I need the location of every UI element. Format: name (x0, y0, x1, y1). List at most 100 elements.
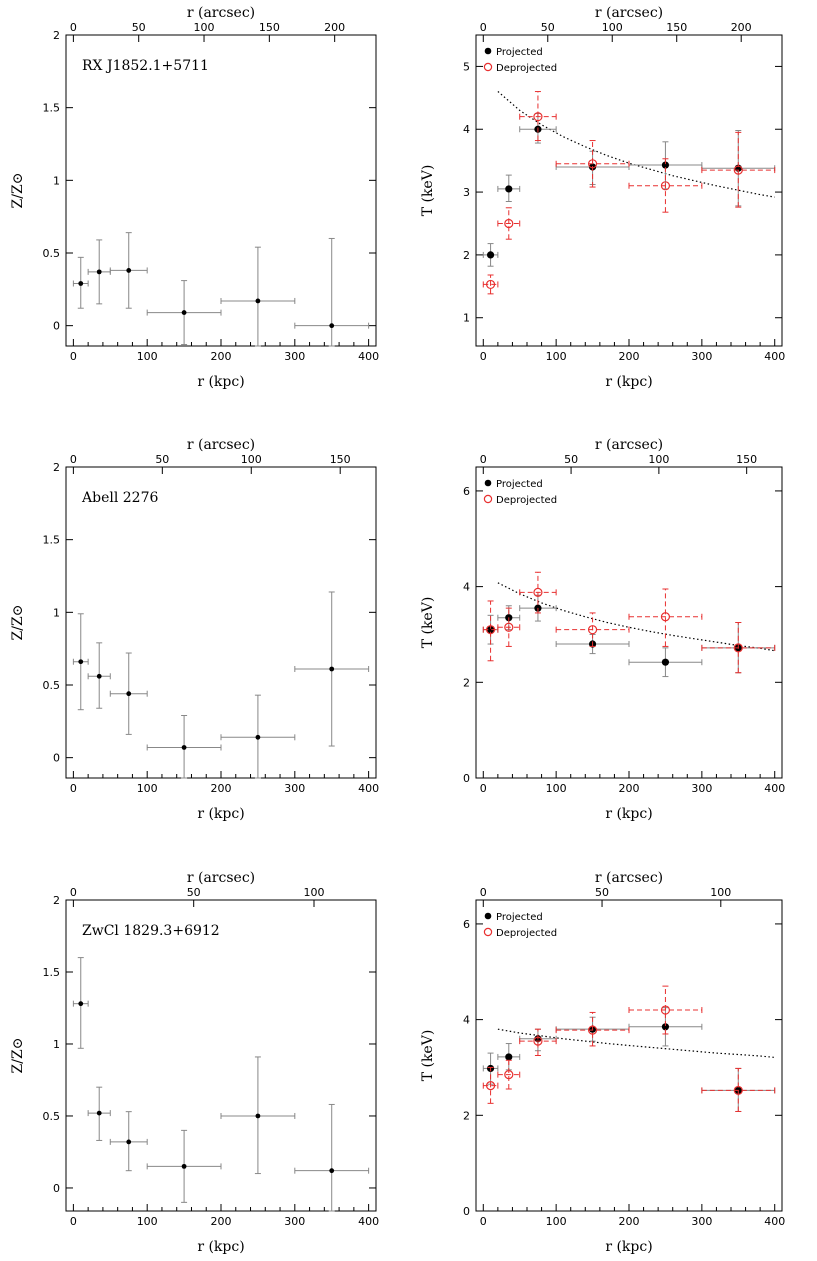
y-axis-label: T (keV) (420, 1030, 436, 1082)
y-tick-label: 4 (463, 1014, 470, 1027)
y-tick-label: 0 (463, 1205, 470, 1218)
y-axis-label: Z/Z⊙ (10, 1038, 26, 1074)
x-tick-label: 100 (137, 782, 158, 795)
y-axis-label: T (keV) (420, 165, 436, 217)
x2-axis-label: r (arcsec) (595, 870, 663, 886)
data-point (660, 181, 671, 191)
y-tick-label: 0.5 (43, 247, 61, 260)
panel-t-1: 0 100 200 300 400 0 50 100 150 0 2 4 6 r (kpc) r (arcs… (420, 437, 785, 822)
data-point (504, 1070, 514, 1080)
y-tick-label: 1 (463, 312, 470, 325)
x2-tick-label: 50 (595, 886, 609, 899)
x-axis-label: r (kpc) (605, 1239, 652, 1255)
panel-z-0: 0 100 200 300 400 0 50 100 150 200 0 0.5 1 1.5 2 r (kpc… (10, 5, 379, 390)
x2-tick-label: 0 (70, 886, 77, 899)
legend-deprojected-marker (483, 62, 493, 72)
data-point (587, 159, 598, 169)
y-tick-label: 6 (463, 485, 470, 498)
x2-tick-label: 200 (731, 21, 752, 34)
data-point (126, 268, 132, 273)
cluster-name: ZwCl 1829.3+6912 (82, 923, 220, 939)
y-tick-label: 0.5 (43, 679, 61, 692)
x2-tick-label: 0 (480, 21, 487, 34)
x-tick-label: 400 (358, 350, 379, 363)
x-tick-label: 0 (70, 350, 77, 363)
legend-deprojected-label: Deprojected (496, 63, 557, 74)
y-tick-label: 0.5 (43, 1110, 61, 1123)
x-tick-label: 300 (284, 1215, 305, 1228)
y-tick-label: 2 (53, 894, 60, 907)
data-point (661, 161, 670, 169)
panel-t-0: 0 100 200 300 400 0 50 100 150 200 1 2 3 4 5 r (kpc) r (… (420, 5, 785, 390)
y-tick-label: 1.5 (43, 534, 61, 547)
x-tick-label: 0 (70, 1215, 77, 1228)
data-point (661, 658, 670, 666)
y-tick-label: 0 (53, 752, 60, 765)
cluster-name: Abell 2276 (81, 490, 158, 506)
data-point (485, 279, 496, 290)
x-tick-label: 200 (619, 782, 640, 795)
model-curve (497, 582, 775, 652)
data-point (78, 659, 84, 665)
x-tick-label: 0 (480, 1215, 487, 1228)
series-metallicity (72, 591, 370, 779)
model-curve (497, 91, 775, 198)
x2-tick-label: 50 (155, 453, 169, 466)
y-axis-label: Z/Z⊙ (10, 605, 26, 641)
y-tick-label: 0 (463, 772, 470, 785)
y-tick-label: 1 (53, 1038, 60, 1051)
data-point (533, 587, 543, 597)
data-point (486, 626, 495, 634)
legend-projected-marker (484, 47, 492, 55)
x2-tick-label: 200 (324, 21, 345, 34)
x-tick-label: 400 (764, 1215, 785, 1228)
data-point (329, 666, 335, 672)
legend-projected-label: Projected (496, 47, 543, 58)
x-tick-label: 200 (211, 1215, 232, 1228)
data-point (587, 625, 598, 635)
x-tick-label: 0 (70, 782, 77, 795)
series-metallicity (72, 957, 370, 1212)
x-tick-label: 100 (546, 782, 567, 795)
x2-tick-label: 50 (187, 886, 201, 899)
series-projected (482, 1007, 776, 1112)
y-tick-label: 1.5 (43, 966, 61, 979)
x2-tick-label: 150 (666, 21, 687, 34)
data-point (78, 281, 84, 286)
cluster-name: RX J1852.1+5711 (82, 58, 209, 74)
x2-tick-label: 0 (480, 453, 487, 466)
x-tick-label: 300 (284, 350, 305, 363)
x2-tick-label: 100 (304, 886, 325, 899)
data-point (181, 745, 187, 750)
data-point (126, 1139, 132, 1145)
x2-tick-label: 50 (564, 453, 578, 466)
data-point (329, 1168, 335, 1174)
data-point (505, 185, 513, 193)
plot-frame (475, 899, 783, 1212)
y-tick-label: 2 (463, 249, 470, 262)
data-point (255, 734, 261, 740)
x2-tick-label: 100 (241, 453, 262, 466)
y-tick-label: 4 (463, 581, 470, 594)
y-tick-label: 1 (53, 606, 60, 619)
legend-deprojected-marker (483, 927, 493, 937)
x2-tick-label: 0 (70, 453, 77, 466)
x-axis-label: r (kpc) (197, 1239, 244, 1255)
x2-axis-label: r (arcsec) (187, 5, 255, 21)
data-point (255, 1113, 261, 1119)
data-point (96, 269, 102, 275)
data-point (660, 1005, 671, 1015)
data-point (733, 165, 743, 175)
x2-tick-label: 0 (70, 21, 77, 34)
data-point (505, 1053, 513, 1061)
legend-projected-marker (484, 912, 492, 920)
data-point (96, 673, 102, 679)
data-point (181, 310, 187, 315)
legend-deprojected-label: Deprojected (496, 928, 557, 939)
y-tick-label: 2 (53, 461, 60, 474)
data-point (255, 298, 261, 304)
y-tick-label: 2 (463, 676, 470, 689)
series-deprojected (482, 571, 776, 674)
x2-tick-label: 50 (541, 21, 555, 34)
legend-deprojected-label: Deprojected (496, 495, 557, 506)
